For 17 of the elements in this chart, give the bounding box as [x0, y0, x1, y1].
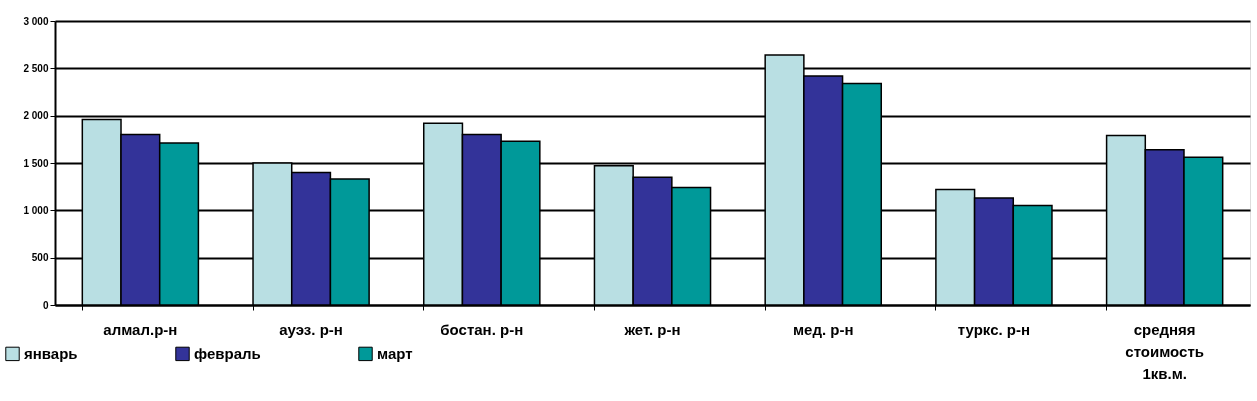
y-tick-label: 2 000 — [23, 110, 49, 122]
x-tick-label: бостан. р-н — [440, 320, 524, 338]
y-tick-label: 500 — [31, 252, 49, 264]
x-tick-label: ауэз. р-н — [279, 320, 343, 338]
x-tick-label: жет. р-н — [623, 320, 681, 338]
y-tick-label: 1 500 — [23, 157, 49, 169]
y-tick-label: 1 000 — [23, 204, 49, 216]
x-tick-label: мед. р-н — [792, 320, 854, 338]
y-tick-label: 2 500 — [23, 62, 49, 74]
legend-label: март — [377, 344, 413, 362]
legend-label: февраль — [194, 344, 261, 362]
x-tick-label: алмал.р-н — [103, 320, 178, 338]
x-tick-label: средняя стоимость 1кв.м. — [1125, 320, 1204, 382]
x-tick-label: туркс. р-н — [957, 320, 1031, 338]
y-tick-label: 3 000 — [23, 15, 49, 27]
legend-label: январь — [24, 344, 78, 362]
y-tick-label: 0 — [42, 299, 49, 311]
